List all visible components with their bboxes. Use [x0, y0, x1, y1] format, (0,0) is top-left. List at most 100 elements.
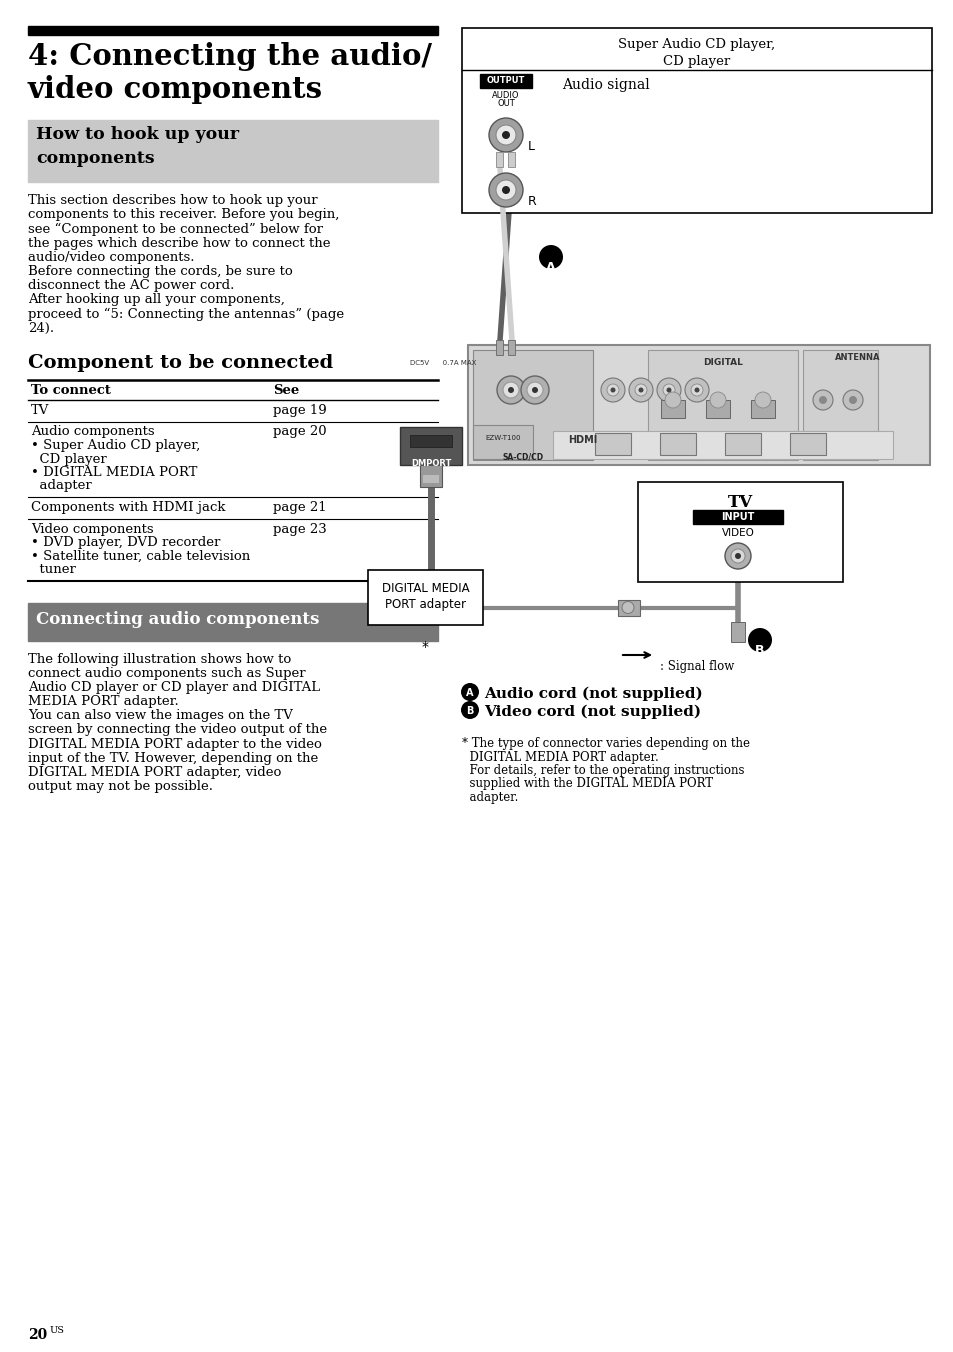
Text: Video components: Video components [30, 522, 153, 535]
Text: DC5V      0.7A MAX: DC5V 0.7A MAX [410, 360, 476, 366]
Circle shape [666, 388, 671, 392]
Bar [647, 350, 797, 460]
Circle shape [489, 173, 522, 207]
Text: DIGITAL MEDIA PORT adapter to the video: DIGITAL MEDIA PORT adapter to the video [28, 738, 321, 750]
Bar [730, 622, 744, 642]
Circle shape [520, 376, 548, 404]
Bar [496, 339, 503, 356]
Text: video components: video components [28, 74, 323, 104]
Bar [468, 345, 929, 465]
Bar [461, 28, 931, 214]
Bar [659, 433, 696, 456]
Circle shape [747, 627, 771, 652]
Bar [473, 425, 533, 458]
Circle shape [610, 388, 615, 392]
Text: EZW-T100: EZW-T100 [485, 435, 520, 441]
Text: page 21: page 21 [273, 502, 326, 514]
Circle shape [496, 180, 516, 200]
Circle shape [621, 602, 634, 614]
Circle shape [638, 388, 643, 392]
Circle shape [657, 379, 680, 402]
Circle shape [628, 379, 652, 402]
Bar [618, 599, 639, 615]
Bar [705, 400, 729, 418]
Text: For details, refer to the operating instructions: For details, refer to the operating inst… [461, 764, 743, 777]
Bar [28, 603, 437, 641]
Bar [479, 74, 532, 88]
Text: How to hook up your: How to hook up your [36, 126, 239, 143]
Text: see “Component to be connected” below for: see “Component to be connected” below fo… [28, 222, 323, 235]
Text: audio/video components.: audio/video components. [28, 251, 194, 264]
Text: : Signal flow: : Signal flow [659, 660, 734, 673]
Text: CD player: CD player [30, 453, 107, 465]
Text: the pages which describe how to connect the: the pages which describe how to connect … [28, 237, 330, 250]
Circle shape [842, 389, 862, 410]
Bar [508, 151, 515, 168]
Text: Super Audio CD player,
CD player: Super Audio CD player, CD player [618, 38, 775, 68]
Text: proceed to “5: Connecting the antennas” (page: proceed to “5: Connecting the antennas” … [28, 308, 344, 320]
Text: tuner: tuner [30, 562, 76, 576]
Circle shape [497, 376, 524, 404]
Text: See: See [273, 384, 299, 397]
Text: 24).: 24). [28, 322, 54, 335]
Circle shape [600, 379, 624, 402]
Text: 4: Connecting the audio/: 4: Connecting the audio/ [28, 42, 432, 72]
Bar [660, 400, 684, 418]
Text: Connecting audio components: Connecting audio components [36, 611, 319, 627]
Text: DIGITAL MEDIA PORT adapter, video: DIGITAL MEDIA PORT adapter, video [28, 767, 281, 779]
Text: Audio cord (not supplied): Audio cord (not supplied) [483, 687, 702, 702]
Text: AUDIO: AUDIO [492, 91, 519, 100]
Text: ANTENNA: ANTENNA [835, 353, 880, 362]
Bar [692, 510, 782, 525]
Text: TV: TV [727, 493, 752, 511]
Text: Component to be connected: Component to be connected [28, 354, 333, 372]
Text: • DIGITAL MEDIA PORT: • DIGITAL MEDIA PORT [30, 466, 197, 479]
Text: To connect: To connect [30, 384, 111, 397]
Circle shape [501, 187, 510, 193]
Circle shape [496, 124, 516, 145]
Bar [802, 350, 877, 460]
Bar [553, 431, 892, 458]
Circle shape [709, 392, 725, 408]
Bar [508, 339, 515, 356]
Text: B: B [466, 706, 474, 717]
Bar [422, 475, 438, 483]
Text: components: components [36, 150, 154, 168]
Bar [399, 427, 461, 465]
Text: Audio CD player or CD player and DIGITAL: Audio CD player or CD player and DIGITAL [28, 681, 320, 694]
Text: The following illustration shows how to: The following illustration shows how to [28, 653, 291, 665]
Circle shape [502, 383, 518, 397]
Circle shape [526, 383, 542, 397]
Text: DIGITAL: DIGITAL [702, 358, 742, 366]
Bar [724, 433, 760, 456]
Circle shape [489, 118, 522, 151]
Bar [638, 483, 842, 581]
Bar [789, 433, 825, 456]
Text: DMPORT: DMPORT [411, 458, 451, 468]
Text: Before connecting the cords, be sure to: Before connecting the cords, be sure to [28, 265, 293, 279]
Text: Components with HDMI jack: Components with HDMI jack [30, 502, 225, 514]
Text: TV: TV [30, 404, 50, 416]
Text: screen by connecting the video output of the: screen by connecting the video output of… [28, 723, 327, 737]
Text: A: A [546, 261, 556, 274]
Text: Audio components: Audio components [30, 426, 154, 438]
Circle shape [818, 396, 826, 404]
Circle shape [848, 396, 856, 404]
Text: 20: 20 [28, 1328, 48, 1343]
Circle shape [684, 379, 708, 402]
Text: A: A [466, 688, 474, 698]
Bar [419, 465, 441, 487]
Circle shape [664, 392, 680, 408]
Text: After hooking up all your components,: After hooking up all your components, [28, 293, 285, 307]
Text: supplied with the DIGITAL MEDIA PORT: supplied with the DIGITAL MEDIA PORT [461, 777, 713, 791]
Text: page 19: page 19 [273, 404, 327, 416]
Bar [595, 433, 630, 456]
Bar [410, 435, 452, 448]
Circle shape [734, 553, 740, 558]
Text: You can also view the images on the TV: You can also view the images on the TV [28, 710, 293, 722]
Circle shape [812, 389, 832, 410]
Bar [368, 571, 482, 625]
Circle shape [724, 544, 750, 569]
Text: Audio signal: Audio signal [561, 78, 649, 92]
Circle shape [507, 387, 514, 393]
